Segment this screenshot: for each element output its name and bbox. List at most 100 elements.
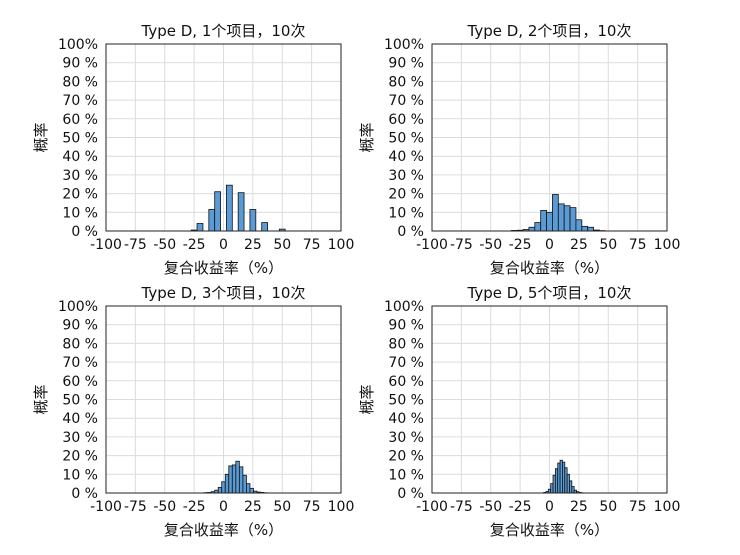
x-tick-label: -100 [416, 499, 448, 515]
chart-title: Type D, 3个项目，10次 [141, 284, 306, 302]
y-tick-label: 100% [384, 299, 424, 315]
x-tick-label: -75 [450, 237, 473, 253]
y-tick-label: 20 % [62, 187, 98, 203]
y-tick-label: 60 % [388, 374, 424, 390]
y-tick-label: 30 % [62, 168, 98, 184]
histogram-bar [528, 226, 536, 232]
x-tick-label: 50 [599, 499, 617, 515]
x-tick-label: 50 [599, 237, 617, 253]
histogram-bar [569, 207, 577, 232]
x-tick-label: 0 [545, 237, 554, 253]
x-tick-label: 25 [244, 499, 262, 515]
y-tick-label: 50 % [388, 393, 424, 409]
x-tick-label: -100 [90, 237, 122, 253]
x-tick-label: 100 [328, 499, 355, 515]
y-tick-label: 20 % [388, 187, 424, 203]
axes-frame [105, 43, 342, 232]
x-tick-label: -25 [509, 499, 532, 515]
x-tick-label: 75 [629, 237, 647, 253]
histogram-bar [221, 481, 226, 494]
x-tick-label: -50 [479, 237, 502, 253]
x-tick-label: -50 [153, 499, 176, 515]
x-tick-label: -100 [90, 499, 122, 515]
y-tick-label: 0 % [71, 224, 98, 240]
y-tick-label: 80 % [388, 74, 424, 90]
y-tick-label: 70 % [62, 355, 98, 371]
x-tick-label: 75 [303, 237, 321, 253]
histogram-bar [226, 184, 233, 232]
x-axis-label: 复合收益率（%） [164, 521, 283, 539]
histogram-bar [224, 473, 230, 494]
y-tick-label: 90 % [62, 56, 98, 72]
y-tick-label: 0 % [397, 486, 424, 502]
y-tick-label: 50 % [62, 393, 98, 409]
y-tick-label: 80 % [62, 336, 98, 352]
y-tick-label: 10 % [388, 467, 424, 483]
x-tick-label: 100 [654, 237, 681, 253]
y-tick-label: 50 % [388, 131, 424, 147]
histogram-bar [249, 487, 254, 494]
y-tick-label: 40 % [388, 149, 424, 165]
x-tick-label: 25 [570, 499, 588, 515]
y-tick-label: 10 % [62, 467, 98, 483]
x-tick-label: 25 [244, 237, 262, 253]
chart-panel-4: -100 -75 -50 -25 0 25 50 75 100 0 % 10 % 20 % 30 % 40… [358, 284, 680, 539]
y-tick-label: 100% [384, 37, 424, 53]
histogram-bar [196, 223, 204, 232]
y-tick-label: 60 % [388, 112, 424, 128]
histogram-bar [246, 483, 251, 494]
histogram-bar [261, 222, 268, 232]
y-tick-label: 0 % [397, 224, 424, 240]
histogram-bar [581, 225, 589, 232]
y-tick-label: 50 % [62, 131, 98, 147]
x-tick-label: 75 [303, 499, 321, 515]
histogram-bar [217, 486, 223, 494]
histogram-bar [557, 203, 565, 232]
x-tick-label: 100 [654, 499, 681, 515]
histogram-bar [249, 209, 257, 232]
y-tick-label: 80 % [62, 74, 98, 90]
y-axis-label: 概率 [358, 122, 376, 152]
y-tick-label: 30 % [388, 168, 424, 184]
histogram-bar [540, 210, 547, 232]
x-axis-label: 复合收益率（%） [490, 259, 609, 277]
histogram-bar [552, 194, 559, 232]
y-tick-label: 90 % [62, 318, 98, 334]
y-tick-label: 60 % [62, 374, 98, 390]
histogram-bar [563, 205, 571, 232]
y-tick-label: 90 % [388, 318, 424, 334]
y-tick-label: 30 % [62, 430, 98, 446]
x-tick-label: -25 [183, 499, 206, 515]
y-axis-label: 概率 [32, 384, 50, 414]
axes-frame [431, 305, 668, 494]
y-tick-label: 10 % [388, 205, 424, 221]
y-tick-label: 40 % [62, 149, 98, 165]
y-tick-label: 70 % [388, 93, 424, 109]
x-tick-label: -75 [450, 499, 473, 515]
y-tick-label: 60 % [62, 112, 98, 128]
x-tick-label: -25 [509, 237, 532, 253]
x-tick-label: -75 [124, 237, 147, 253]
x-tick-label: 75 [629, 499, 647, 515]
y-axis-label: 概率 [32, 122, 50, 152]
y-tick-label: 20 % [388, 449, 424, 465]
y-tick-label: 20 % [62, 449, 98, 465]
x-tick-label: 50 [273, 237, 291, 253]
x-tick-label: 0 [219, 237, 228, 253]
chart-title: Type D, 2个项目，10次 [467, 22, 632, 40]
histogram-bar [534, 222, 542, 232]
y-tick-label: 30 % [388, 430, 424, 446]
histogram-bar [235, 460, 240, 494]
histogram-bar [231, 464, 237, 494]
y-tick-label: 90 % [388, 56, 424, 72]
histogram-bar [575, 219, 583, 232]
y-tick-label: 70 % [62, 93, 98, 109]
histogram-bar [242, 474, 247, 494]
histogram-bar [228, 465, 233, 494]
chart-title: Type D, 5个项目，10次 [467, 284, 632, 302]
histogram-bar [208, 209, 216, 232]
y-tick-label: 40 % [388, 411, 424, 427]
x-axis-label: 复合收益率（%） [164, 259, 283, 277]
histogram-bar [214, 191, 221, 232]
